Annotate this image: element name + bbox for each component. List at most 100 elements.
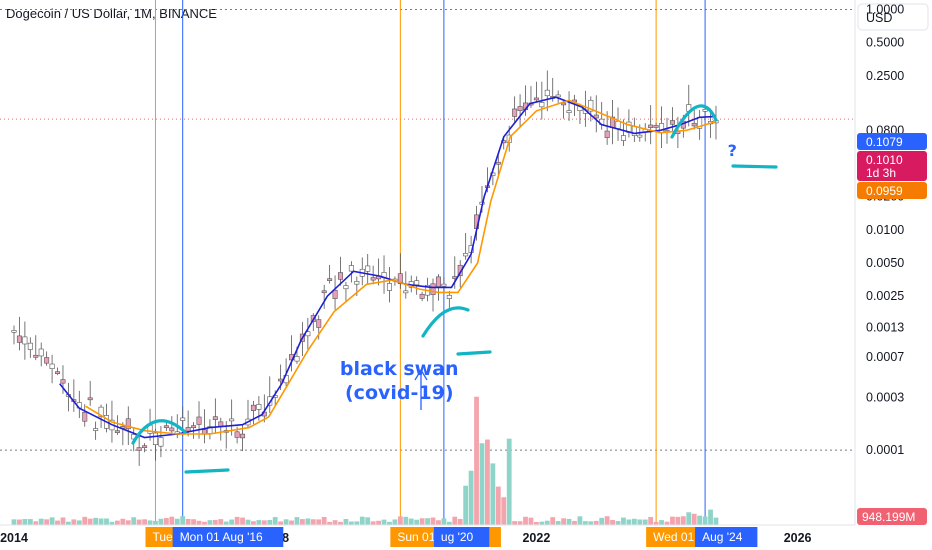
volume-bar xyxy=(392,519,398,525)
volume-bar xyxy=(321,516,327,525)
volume-tag-bg xyxy=(857,508,927,525)
volume-bar xyxy=(272,517,278,525)
volume-bar xyxy=(370,521,376,525)
volume-bar xyxy=(55,520,60,525)
candle-body xyxy=(691,122,697,127)
volume-bar xyxy=(11,519,17,525)
candle-body xyxy=(370,277,376,281)
volume-bar xyxy=(87,518,93,525)
candle-body xyxy=(327,278,333,282)
price-tag-bg xyxy=(857,133,927,150)
candle-body xyxy=(332,289,338,299)
volume-bar xyxy=(82,516,88,525)
candle-body xyxy=(648,124,654,129)
candle-body xyxy=(27,342,33,350)
volume-bar xyxy=(125,520,131,525)
price-tick-label: 0.0100 xyxy=(866,223,904,237)
volume-bar xyxy=(653,521,659,525)
currency-label: USD xyxy=(866,11,892,25)
volume-bar xyxy=(218,519,224,525)
time-tag-label: Mon 01 Aug '16 xyxy=(180,530,263,544)
price-tick-label: 0.0001 xyxy=(866,443,904,457)
drawing-stroke xyxy=(456,350,492,356)
candle-body xyxy=(22,336,28,345)
drawing-stroke xyxy=(670,104,718,139)
candle-body xyxy=(588,99,594,112)
candle-body xyxy=(158,437,164,447)
volume-bar xyxy=(38,518,44,525)
volume-bar xyxy=(294,517,300,525)
candle-body xyxy=(365,265,371,272)
volume-bar xyxy=(626,519,632,525)
volume-bar xyxy=(599,517,605,525)
volume-bar xyxy=(338,521,343,525)
volume-bar xyxy=(686,512,692,525)
volume-bar xyxy=(501,497,507,525)
volume-bar xyxy=(153,520,158,525)
volume-bar xyxy=(17,519,22,525)
candle-body xyxy=(539,102,545,108)
volume-bar xyxy=(436,520,441,525)
volume-bar xyxy=(22,519,28,525)
volume-bar xyxy=(316,519,322,525)
volume-bar xyxy=(539,521,545,525)
moving-average-line xyxy=(85,99,717,435)
volume-bar xyxy=(229,519,235,525)
annotation-text: ? xyxy=(728,141,737,160)
candle-body xyxy=(512,108,518,117)
volume-bar xyxy=(479,443,485,525)
candle-body xyxy=(163,425,169,429)
volume-bar xyxy=(528,517,534,525)
candle-body xyxy=(250,404,256,411)
volume-bar xyxy=(305,518,311,525)
volume-bar xyxy=(680,516,686,525)
price-tick-label: 0.0013 xyxy=(866,320,904,334)
volume-bar xyxy=(691,513,697,525)
candle-body xyxy=(702,109,708,112)
volume-bar xyxy=(147,520,153,525)
volume-bar xyxy=(251,521,256,525)
candle-body xyxy=(49,363,55,370)
price-tick-label: 0.5000 xyxy=(866,36,904,50)
volume-bar xyxy=(49,517,55,525)
candle-body xyxy=(136,447,142,451)
volume-bar xyxy=(300,519,305,525)
volume-bar xyxy=(610,519,615,525)
candle-body xyxy=(196,416,202,425)
candle-body xyxy=(604,130,610,138)
volume-bar xyxy=(495,486,501,525)
volume-bar xyxy=(354,521,360,525)
volume-bar xyxy=(642,519,648,525)
candle-body xyxy=(555,94,561,98)
volume-bar xyxy=(534,521,539,525)
candle-body xyxy=(561,102,567,106)
volume-bar xyxy=(577,516,583,525)
volume-bar xyxy=(109,521,115,525)
candle-body xyxy=(240,433,246,439)
volume-bar xyxy=(648,517,654,525)
volume-bar xyxy=(408,518,414,525)
volume-bar xyxy=(621,517,626,525)
candle-body xyxy=(386,283,392,291)
candle-body xyxy=(348,265,354,272)
annotation-text: (covid-19) xyxy=(345,382,454,404)
volume-bar xyxy=(512,521,518,525)
currency-button[interactable] xyxy=(857,3,929,31)
candle-body xyxy=(419,293,425,299)
candle-body xyxy=(397,273,403,285)
price-tick-label: 0.0007 xyxy=(866,350,904,364)
volume-bar xyxy=(523,516,528,525)
volume-bar xyxy=(283,519,289,525)
candle-body xyxy=(637,134,643,138)
candle-body xyxy=(267,396,273,406)
volume-bar xyxy=(425,518,430,525)
volume-bar xyxy=(670,516,675,525)
volume-bar xyxy=(261,520,267,525)
volume-bar xyxy=(615,521,621,525)
candle-body xyxy=(495,161,501,165)
volume-bar xyxy=(566,518,572,525)
candle-body xyxy=(566,110,572,114)
volume-bars xyxy=(11,396,719,525)
volume-bar xyxy=(446,521,452,525)
